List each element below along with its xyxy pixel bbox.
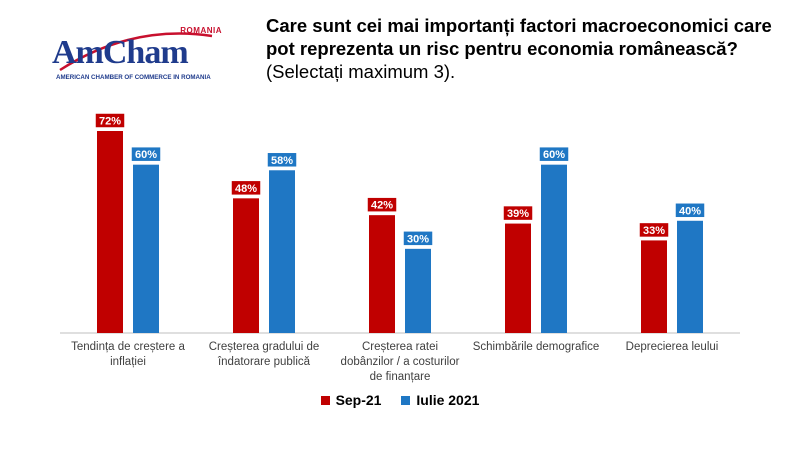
legend-swatch-iulie2021	[401, 396, 411, 405]
category-label: dobânzilor / a costurilor	[341, 356, 460, 368]
title-instruction: (Selectați maximum 3).	[266, 61, 456, 82]
category-label: Creșterea gradului de	[209, 341, 320, 353]
logo-country: ROMANIA	[180, 26, 222, 35]
page-title: Care sunt cei mai importanți factori mac…	[266, 14, 776, 83]
data-label-box	[638, 221, 670, 239]
bar-sep21	[97, 131, 123, 333]
data-label-box	[130, 145, 162, 163]
bar-iulie2021	[541, 164, 567, 333]
logo-tagline: AMERICAN CHAMBER OF COMMERCE IN ROMANIA	[56, 74, 211, 81]
category-label: îndatorare publică	[217, 356, 311, 368]
legend-label-sep21: Sep-21	[335, 392, 382, 408]
category-label: Tendința de creștere a	[71, 341, 185, 353]
data-label: 60%	[543, 149, 565, 161]
data-label-box	[538, 145, 570, 163]
data-label: 58%	[271, 155, 293, 167]
data-label-box	[94, 112, 126, 129]
category-label: Creșterea ratei	[362, 341, 438, 353]
logo-name: AmCham	[52, 34, 189, 71]
data-label: 72%	[99, 116, 121, 128]
data-label-box	[502, 204, 534, 222]
data-label-box	[366, 196, 398, 213]
data-label-box	[402, 230, 434, 247]
data-label-box	[674, 202, 706, 219]
legend-swatch-sep21	[320, 396, 330, 405]
data-label-box	[230, 179, 262, 197]
data-label: 30%	[407, 233, 429, 245]
data-label: 40%	[679, 205, 701, 217]
legend-item-sep21: Sep-21	[320, 392, 382, 408]
chart-legend: Sep-21 Iulie 2021	[0, 392, 800, 408]
data-label: 39%	[507, 208, 529, 220]
category-label: Schimbările demografice	[473, 341, 600, 353]
bar-iulie2021	[269, 170, 295, 333]
bar-iulie2021	[677, 220, 703, 333]
data-label-box	[266, 151, 298, 169]
bar-sep21	[505, 223, 531, 333]
legend-label-iulie2021: Iulie 2021	[416, 392, 480, 408]
category-label: Deprecierea leului	[626, 341, 719, 353]
logo-swoosh-icon	[59, 32, 213, 72]
data-label: 60%	[135, 149, 157, 161]
data-label: 48%	[235, 183, 257, 195]
bar-iulie2021	[133, 164, 159, 333]
amcham-logo: ROMANIA AmCham AMERICAN CHAMBER OF COMME…	[52, 24, 222, 86]
legend-item-iulie2021: Iulie 2021	[401, 392, 479, 408]
category-label: de finanțare	[370, 371, 431, 383]
category-label: inflației	[110, 356, 146, 368]
bar-sep21	[233, 198, 259, 333]
bar-sep21	[641, 240, 667, 333]
data-label: 33%	[643, 225, 665, 237]
data-label: 42%	[371, 200, 393, 212]
bar-sep21	[369, 215, 395, 333]
bar-iulie2021	[405, 248, 431, 333]
title-question: Care sunt cei mai importanți factori mac…	[266, 15, 772, 59]
